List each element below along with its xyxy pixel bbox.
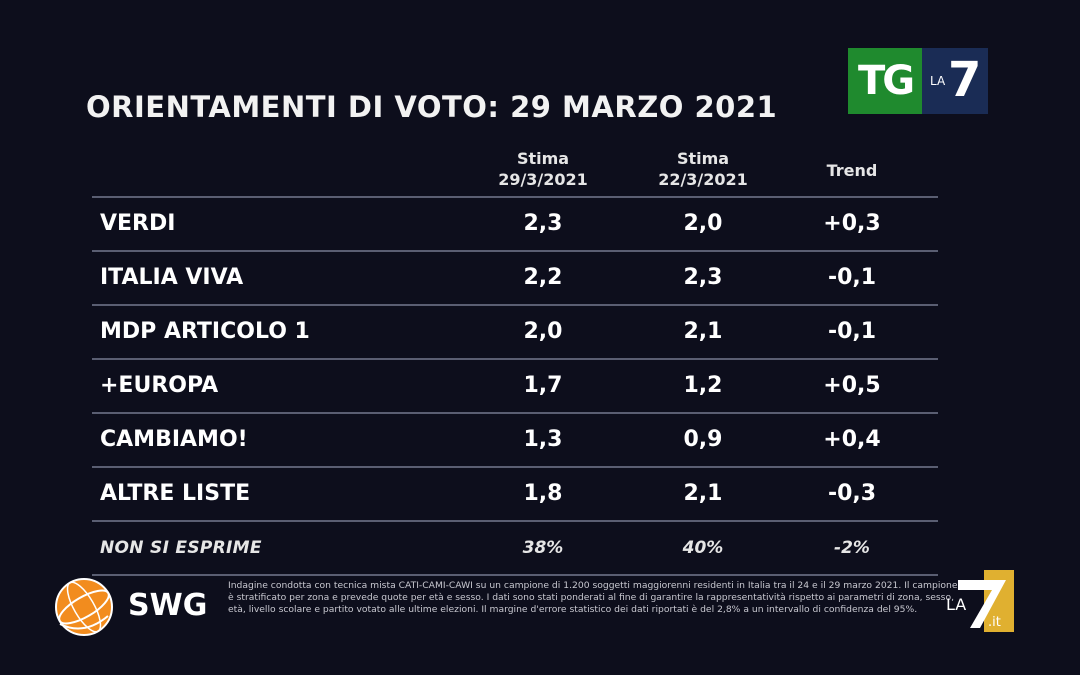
table-row: NON SI ESPRIME 38% 40% -2% [92, 520, 938, 576]
table-header: Stima 29/3/2021 Stima 22/3/2021 Trend [92, 140, 938, 196]
previous-estimate: 2,3 [683, 265, 723, 290]
header-current-estimate: Stima 29/3/2021 [473, 148, 613, 190]
table-row: CAMBIAMO! 1,3 0,9 +0,4 [92, 412, 938, 466]
current-estimate: 1,3 [523, 427, 563, 452]
table-row: ITALIA VIVA 2,2 2,3 -0,1 [92, 250, 938, 304]
previous-estimate: 0,9 [683, 427, 723, 452]
header-trend-label: Trend [826, 161, 878, 180]
current-estimate: 38% [522, 538, 564, 558]
tg-logo-green: TG [848, 48, 922, 114]
la-text: LA [930, 74, 946, 88]
current-estimate: 2,3 [523, 211, 563, 236]
header-previous-estimate: Stima 22/3/2021 [633, 148, 773, 190]
trend-value: +0,4 [823, 427, 881, 452]
party-name: ALTRE LISTE [100, 481, 251, 506]
page-title: ORIENTAMENTI DI VOTO: 29 MARZO 2021 [86, 90, 778, 124]
trend-value: -2% [834, 538, 870, 558]
previous-estimate: 2,1 [683, 319, 723, 344]
la7-corner-it: .it [988, 615, 1001, 630]
trend-value: -0,1 [827, 265, 877, 290]
party-name: +EUROPA [100, 373, 219, 398]
swg-globe-icon [55, 578, 113, 636]
tg-la7-logo: TG LA 7 [848, 48, 988, 114]
table-row: MDP ARTICOLO 1 2,0 2,1 -0,1 [92, 304, 938, 358]
table-row: VERDI 2,3 2,0 +0,3 [92, 196, 938, 250]
party-name: CAMBIAMO! [100, 427, 248, 452]
current-estimate: 1,7 [523, 373, 563, 398]
poll-table: Stima 29/3/2021 Stima 22/3/2021 Trend VE… [92, 140, 938, 576]
la7-corner-la: LA [946, 595, 966, 614]
trend-value: -0,3 [827, 481, 877, 506]
header-trend: Trend [782, 160, 922, 181]
party-name: MDP ARTICOLO 1 [100, 319, 310, 344]
current-estimate: 2,0 [523, 319, 563, 344]
previous-estimate: 1,2 [683, 373, 723, 398]
seven-text: 7 [948, 52, 982, 108]
table-row: +EUROPA 1,7 1,2 +0,5 [92, 358, 938, 412]
trend-value: +0,5 [823, 373, 881, 398]
previous-estimate: 40% [682, 538, 724, 558]
trend-value: -0,1 [827, 319, 877, 344]
header-current-line2: 29/3/2021 [498, 170, 588, 189]
la7-corner-logo: LA .it [946, 570, 1014, 632]
trend-value: +0,3 [823, 211, 881, 236]
la7-logo-blue: LA 7 [922, 48, 988, 114]
header-previous-line2: 22/3/2021 [658, 170, 748, 189]
current-estimate: 2,2 [523, 265, 563, 290]
header-current-line1: Stima [516, 149, 570, 168]
table-row: ALTRE LISTE 1,8 2,1 -0,3 [92, 466, 938, 520]
methodology-note: Indagine condotta con tecnica mista CATI… [228, 580, 958, 615]
table-body: VERDI 2,3 2,0 +0,3 ITALIA VIVA 2,2 2,3 -0,1 MDP … [92, 196, 938, 576]
party-name: VERDI [100, 211, 176, 236]
previous-estimate: 2,0 [683, 211, 723, 236]
party-name: NON SI ESPRIME [100, 538, 262, 558]
header-previous-line1: Stima [676, 149, 730, 168]
previous-estimate: 2,1 [683, 481, 723, 506]
swg-name: SWG [128, 588, 208, 623]
current-estimate: 1,8 [523, 481, 563, 506]
swg-logo [55, 578, 113, 636]
party-name: ITALIA VIVA [100, 265, 244, 290]
